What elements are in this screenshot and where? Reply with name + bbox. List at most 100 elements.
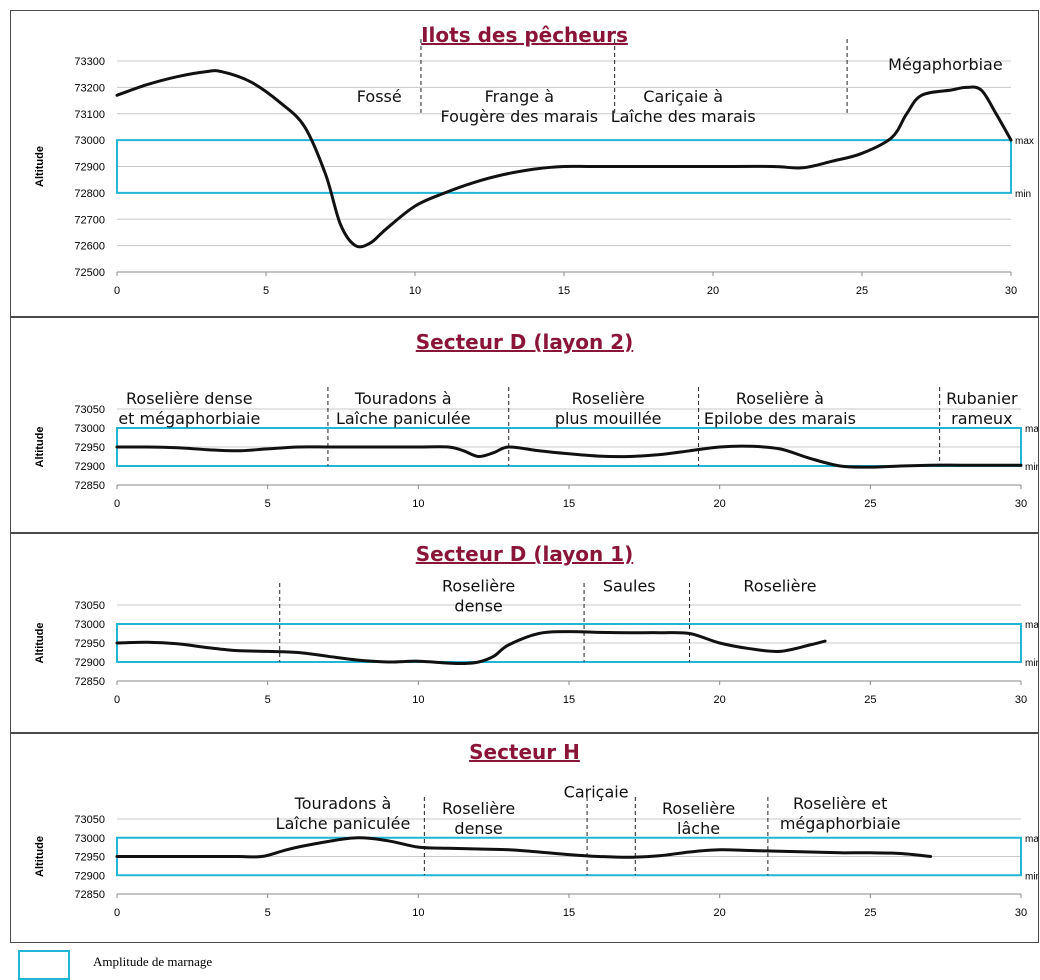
y-tick-label: 72500 <box>74 267 105 279</box>
x-tick-label: 10 <box>412 907 424 919</box>
legend-swatch-amplitude <box>18 950 70 980</box>
y-tick-label: 72600 <box>74 241 105 253</box>
y-tick-label: 73000 <box>74 423 105 435</box>
zone-label: dense <box>454 597 502 616</box>
x-tick-label: 20 <box>707 285 719 297</box>
zone-label: Epilobe des marais <box>704 409 856 428</box>
x-tick-label: 25 <box>864 694 876 706</box>
zone-label: Touradons à <box>294 794 392 813</box>
x-tick-label: 30 <box>1015 907 1027 919</box>
x-tick-label: 30 <box>1015 694 1027 706</box>
x-tick-label: 10 <box>412 498 424 510</box>
band-min-label: min <box>1015 189 1031 200</box>
y-tick-label: 72850 <box>74 676 105 688</box>
zone-label: Roselière dense <box>126 389 253 408</box>
x-tick-label: 25 <box>864 498 876 510</box>
chart-plot: Altitude 72850 72900 72950 73000 73050 0 5 10 15 2… <box>34 577 1039 706</box>
chart-plot: Altitude 72850 72900 72950 73000 73050 0 5 10 15 2… <box>34 783 1039 919</box>
x-tick-label: 20 <box>714 907 726 919</box>
x-tick-label: 0 <box>114 694 120 706</box>
zone-label: Roselière <box>572 389 645 408</box>
y-tick-label: 72850 <box>74 889 105 901</box>
zone-label: Cariçaie à <box>643 87 723 106</box>
y-tick-label: 73000 <box>74 619 105 631</box>
zone-label: Rubanier <box>946 389 1018 408</box>
zone-label: Laîche paniculée <box>276 814 411 833</box>
altitude-profile-line <box>115 444 1023 469</box>
band-min-label: min <box>1025 658 1039 669</box>
zone-label: Roselière <box>442 577 515 596</box>
y-tick-label: 73050 <box>74 404 105 416</box>
zone-label: Roselière <box>442 799 515 818</box>
zone-label: Frange à <box>485 87 554 106</box>
zone-label: Roselière <box>662 799 735 818</box>
zone-label: et mégaphorbiaie <box>118 409 260 428</box>
x-tick-label: 5 <box>265 694 271 706</box>
chart-title: Ilots des pêcheurs <box>421 23 628 47</box>
amplitude-band <box>116 139 1012 194</box>
legend-label: Amplitude de marnage <box>93 954 213 969</box>
x-tick-label: 30 <box>1005 285 1017 297</box>
y-tick-label: 72850 <box>74 480 105 492</box>
chart-panel-secteur-d-layon-2: Secteur D (layon 2) Altitude 72850 72900 72… <box>10 317 1039 533</box>
x-tick-label: 5 <box>265 907 271 919</box>
zone-label: Roselière <box>743 577 816 596</box>
zone-label: Fossé <box>357 87 402 106</box>
x-tick-label: 25 <box>856 285 868 297</box>
x-tick-label: 0 <box>114 498 120 510</box>
y-tick-label: 73300 <box>74 56 105 68</box>
x-tick-label: 10 <box>412 694 424 706</box>
x-tick-label: 10 <box>409 285 421 297</box>
zone-label: Fougère des marais <box>440 107 598 126</box>
y-axis-label: Altitude <box>34 836 46 877</box>
x-tick-label: 5 <box>263 285 269 297</box>
zone-label: Mégaphorbiae <box>888 55 1003 74</box>
x-tick-label: 30 <box>1015 498 1027 510</box>
zone-label: rameux <box>951 409 1012 428</box>
band-max-label: max <box>1025 834 1039 845</box>
y-tick-label: 72800 <box>74 188 105 200</box>
x-tick-label: 15 <box>558 285 570 297</box>
y-tick-label: 72950 <box>74 852 105 864</box>
zone-label: Laîche des marais <box>611 107 756 126</box>
zone-label: lâche <box>677 819 720 838</box>
x-tick-label: 25 <box>864 907 876 919</box>
zone-label: dense <box>454 819 502 838</box>
zone-label: Saules <box>603 577 656 596</box>
chart-plot: Altitude 72500 72600 72700 72800 72900 73000 73… <box>34 39 1034 297</box>
y-tick-label: 73050 <box>74 600 105 612</box>
y-axis-label: Altitude <box>34 427 46 468</box>
y-tick-label: 72900 <box>74 461 105 473</box>
altitude-profile-line <box>115 836 933 859</box>
y-tick-label: 73000 <box>74 833 105 845</box>
y-tick-label: 72900 <box>74 162 105 174</box>
y-tick-label: 73050 <box>74 814 105 826</box>
y-tick-label: 72900 <box>74 657 105 669</box>
x-tick-label: 0 <box>114 907 120 919</box>
chart-panel-secteur-h: Secteur H Altitude 72850 72900 72950 73000 73… <box>10 733 1039 943</box>
band-min-label: min <box>1025 871 1039 882</box>
y-tick-label: 72950 <box>74 442 105 454</box>
chart-title: Secteur H <box>469 740 580 764</box>
x-tick-label: 15 <box>563 498 575 510</box>
y-tick-label: 73000 <box>74 135 105 147</box>
y-tick-label: 72700 <box>74 214 105 226</box>
x-tick-label: 5 <box>265 498 271 510</box>
y-axis-label: Altitude <box>34 623 46 664</box>
zone-label: plus mouillée <box>555 409 662 428</box>
band-max-label: max <box>1025 424 1039 435</box>
zone-label: Touradons à <box>354 389 452 408</box>
zone-label: Roselière et <box>793 794 887 813</box>
band-max-label: max <box>1025 620 1039 631</box>
altitude-profile-line <box>115 69 1013 249</box>
band-min-label: min <box>1025 462 1039 473</box>
altitude-profile-line <box>115 630 827 666</box>
x-tick-label: 20 <box>714 498 726 510</box>
zone-label: Laîche paniculée <box>336 409 471 428</box>
x-tick-label: 0 <box>114 285 120 297</box>
zone-label: Cariçaie <box>564 783 629 802</box>
y-tick-label: 72900 <box>74 870 105 882</box>
chart-panel-secteur-d-layon-1: Secteur D (layon 1) Altitude 72850 72900 72… <box>10 533 1039 733</box>
y-tick-label: 72950 <box>74 638 105 650</box>
